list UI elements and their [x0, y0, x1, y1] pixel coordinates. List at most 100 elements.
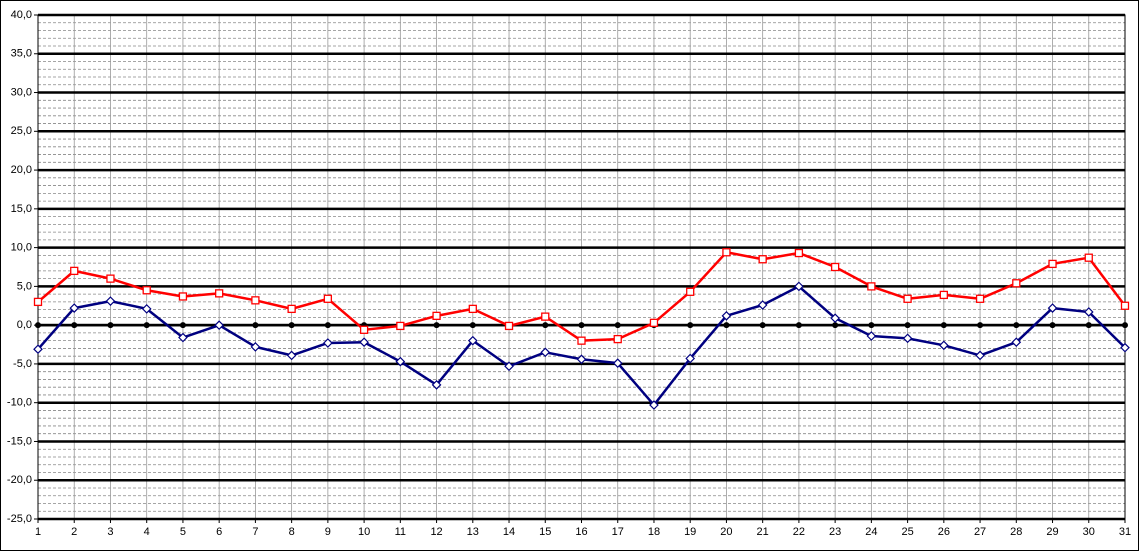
marker	[33, 344, 43, 355]
marker	[35, 322, 41, 329]
x-tick-label: 6	[216, 526, 222, 538]
marker	[975, 350, 985, 361]
marker	[540, 347, 551, 358]
marker	[324, 322, 331, 329]
marker	[179, 322, 186, 329]
marker	[287, 304, 296, 314]
x-tick-label: 25	[901, 526, 913, 538]
marker	[1013, 322, 1020, 329]
marker	[143, 322, 150, 329]
marker	[686, 287, 695, 296]
x-tick-label: 19	[684, 526, 696, 538]
marker	[178, 292, 188, 301]
x-tick-label: 10	[358, 526, 370, 538]
x-tick-label: 8	[289, 526, 295, 538]
y-tick-label: 5,0	[17, 280, 32, 292]
marker	[251, 296, 260, 305]
marker	[69, 303, 80, 313]
marker	[649, 400, 659, 410]
marker	[468, 304, 477, 314]
marker	[977, 322, 984, 329]
x-tick-label: 13	[467, 526, 479, 538]
x-tick-label: 23	[829, 526, 841, 538]
marker	[1085, 322, 1092, 329]
x-tick-label: 20	[720, 526, 732, 538]
marker	[323, 338, 333, 348]
x-tick-label: 31	[1119, 526, 1131, 538]
marker	[868, 322, 875, 329]
x-tick-label: 11	[395, 526, 406, 538]
marker	[687, 322, 694, 329]
y-tick-label: -20,0	[7, 474, 32, 486]
marker	[794, 281, 804, 292]
marker	[141, 304, 152, 314]
x-tick-label: 29	[1046, 526, 1058, 538]
marker	[214, 320, 225, 331]
marker	[178, 332, 188, 343]
marker	[1120, 342, 1130, 353]
marker	[975, 294, 985, 303]
y-tick-label: -10,0	[7, 397, 32, 409]
marker	[1120, 301, 1130, 310]
y-tick-label: 25,0	[11, 125, 32, 137]
x-tick-label: 18	[648, 526, 660, 538]
y-tick-label: 10,0	[11, 242, 32, 254]
y-tick-label: -5,0	[13, 358, 32, 370]
marker	[142, 286, 151, 295]
x-tick-label: 1	[35, 526, 41, 538]
x-tick-label: 21	[757, 526, 769, 538]
x-tick-label: 26	[938, 526, 950, 538]
x-tick-label: 3	[107, 526, 113, 538]
x-tick-label: 5	[180, 526, 186, 538]
marker	[215, 289, 224, 298]
marker	[431, 380, 442, 390]
marker	[504, 321, 514, 331]
marker	[396, 321, 405, 331]
marker	[395, 356, 406, 367]
marker	[867, 282, 876, 291]
marker	[107, 322, 114, 329]
marker	[541, 312, 550, 321]
marker	[612, 358, 623, 368]
marker	[722, 248, 731, 257]
marker	[940, 322, 947, 329]
marker	[939, 290, 948, 300]
y-tick-label: 20,0	[11, 164, 32, 176]
marker	[758, 255, 767, 264]
marker	[830, 262, 840, 272]
x-tick-label: 28	[1010, 526, 1022, 538]
x-tick-label: 9	[325, 526, 331, 538]
marker	[723, 322, 730, 329]
x-tick-label: 16	[575, 526, 587, 538]
marker	[432, 311, 441, 320]
y-tick-label: 30,0	[11, 86, 32, 98]
y-tick-label: 0,0	[17, 319, 32, 331]
marker	[1012, 279, 1021, 288]
marker	[576, 354, 587, 365]
x-tick-label: 30	[1083, 526, 1095, 538]
x-tick-label: 24	[865, 526, 877, 538]
marker	[938, 340, 949, 351]
x-tick-label: 7	[252, 526, 258, 538]
x-tick-label: 12	[430, 526, 442, 538]
marker	[33, 297, 43, 307]
y-tick-label: 15,0	[11, 203, 32, 215]
marker	[467, 335, 478, 346]
y-tick-label: 40,0	[11, 9, 32, 21]
marker	[433, 322, 440, 329]
marker	[105, 296, 116, 306]
marker	[757, 300, 768, 310]
y-tick-label: 35,0	[11, 48, 32, 60]
y-tick-label: -25,0	[7, 513, 32, 525]
marker	[577, 336, 586, 345]
x-tick-label: 14	[503, 526, 515, 538]
marker	[832, 322, 839, 329]
marker	[614, 322, 621, 329]
marker	[106, 274, 115, 283]
marker	[1047, 303, 1058, 313]
marker	[685, 353, 696, 364]
marker	[250, 342, 261, 352]
marker	[1048, 259, 1057, 269]
marker	[649, 318, 659, 327]
